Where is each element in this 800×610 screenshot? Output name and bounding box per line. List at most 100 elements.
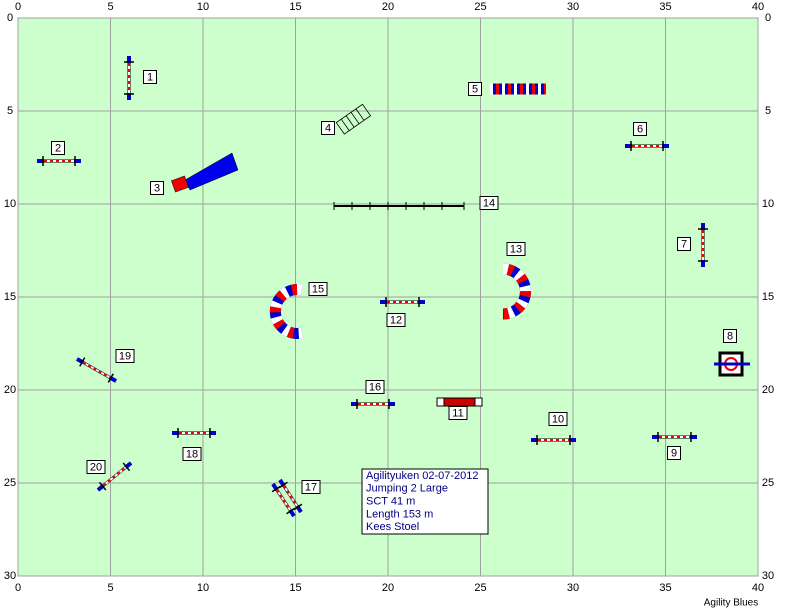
obstacle-number: 5 xyxy=(472,83,478,95)
label-box xyxy=(548,412,568,426)
y-tick-label: 10 xyxy=(762,198,774,210)
x-tick-label: 20 xyxy=(382,582,394,594)
obstacle-number: 11 xyxy=(452,407,463,419)
label-box xyxy=(51,141,65,155)
x-tick-label: 25 xyxy=(474,582,486,594)
tunnel-stripe xyxy=(502,263,531,320)
jump xyxy=(698,223,708,267)
obstacle-number: 18 xyxy=(186,448,198,460)
jump-post xyxy=(107,373,114,383)
jump xyxy=(625,141,669,151)
info-line: Jumping 2 Large xyxy=(366,483,448,495)
obstacle-number: 17 xyxy=(305,481,317,493)
x-tick-label: 30 xyxy=(567,1,579,13)
jump-post xyxy=(293,503,303,511)
label-box xyxy=(479,196,499,210)
jump xyxy=(351,399,395,409)
label-box xyxy=(386,313,406,327)
info-line: Length 153 m xyxy=(366,508,433,520)
label-box xyxy=(723,329,737,343)
obstacle-number: 14 xyxy=(483,197,495,209)
x-tick-label: 0 xyxy=(15,582,21,594)
jump xyxy=(96,461,133,492)
x-tick-label: 15 xyxy=(289,582,301,594)
label-box xyxy=(115,349,135,363)
jump xyxy=(37,156,81,166)
chute-entry xyxy=(171,175,189,193)
label-box xyxy=(448,406,468,420)
x-tick-label: 35 xyxy=(659,1,671,13)
obstacle-number: 19 xyxy=(119,350,131,362)
jump-pole-stripe xyxy=(82,361,111,379)
jump xyxy=(124,56,134,100)
obstacle-number: 1 xyxy=(147,71,153,83)
dogwalk-slats xyxy=(333,202,465,210)
y-tick-label: 15 xyxy=(762,291,774,303)
label-box xyxy=(301,480,321,494)
y-tick-label: 30 xyxy=(762,570,774,582)
jump-post xyxy=(98,481,107,491)
jump xyxy=(652,432,697,442)
jump-pole-stripe xyxy=(102,466,127,487)
y-tick-label: 0 xyxy=(7,12,13,24)
label-box xyxy=(321,121,335,135)
jump-pole-stripe xyxy=(283,485,298,507)
y-tick-label: 0 xyxy=(765,12,771,24)
x-tick-label: 10 xyxy=(197,1,209,13)
x-tick-label: 30 xyxy=(567,582,579,594)
obstacle-number: 7 xyxy=(681,238,687,250)
x-tick-label: 20 xyxy=(382,1,394,13)
x-tick-label: 5 xyxy=(107,1,113,13)
y-tick-label: 25 xyxy=(4,477,16,489)
y-tick-label: 20 xyxy=(762,384,774,396)
label-box xyxy=(633,122,647,136)
y-tick-label: 5 xyxy=(7,105,13,117)
obstacle-number: 6 xyxy=(637,123,643,135)
label-box xyxy=(468,82,482,96)
obstacle-number: 3 xyxy=(154,182,160,194)
y-tick-label: 5 xyxy=(765,105,771,117)
jump xyxy=(172,428,216,438)
x-tick-label: 15 xyxy=(289,1,301,13)
long-jump-end xyxy=(474,397,483,407)
label-box xyxy=(308,282,328,296)
obstacle-number: 2 xyxy=(55,142,61,154)
long-jump-end xyxy=(436,397,445,407)
x-tick-label: 35 xyxy=(659,582,671,594)
obstacle-number: 8 xyxy=(727,330,733,342)
y-tick-label: 15 xyxy=(4,291,16,303)
x-tick-label: 10 xyxy=(197,582,209,594)
x-tick-label: 40 xyxy=(752,1,764,13)
obstacle-number: 12 xyxy=(390,314,402,326)
jump-post xyxy=(122,462,131,472)
jump xyxy=(531,435,576,445)
obstacle-number: 15 xyxy=(312,283,324,295)
obstacle-number: 9 xyxy=(671,447,677,459)
jump xyxy=(76,357,117,383)
info-line: Kees Stoel xyxy=(366,521,419,533)
info-frame xyxy=(361,468,489,535)
ladder xyxy=(335,103,372,135)
x-tick-label: 25 xyxy=(474,1,486,13)
jump-post xyxy=(79,357,86,367)
info-line: Agilityuken 02-07-2012 xyxy=(366,470,479,482)
tunnel-stripe xyxy=(269,284,304,339)
y-tick-label: 25 xyxy=(762,477,774,489)
obstacles xyxy=(37,56,750,518)
obstacle-number: 13 xyxy=(510,243,522,255)
obstacle-number: 20 xyxy=(90,461,102,473)
jump-post xyxy=(278,481,288,489)
info-line: SCT 41 m xyxy=(366,496,415,508)
jump xyxy=(278,478,303,514)
y-tick-label: 20 xyxy=(4,384,16,396)
label-box xyxy=(667,446,681,460)
y-tick-label: 10 xyxy=(4,198,16,210)
label-box xyxy=(143,70,157,84)
label-box xyxy=(182,447,202,461)
jump-pole-stripe xyxy=(276,489,291,511)
obstacle-number: 10 xyxy=(552,413,564,425)
